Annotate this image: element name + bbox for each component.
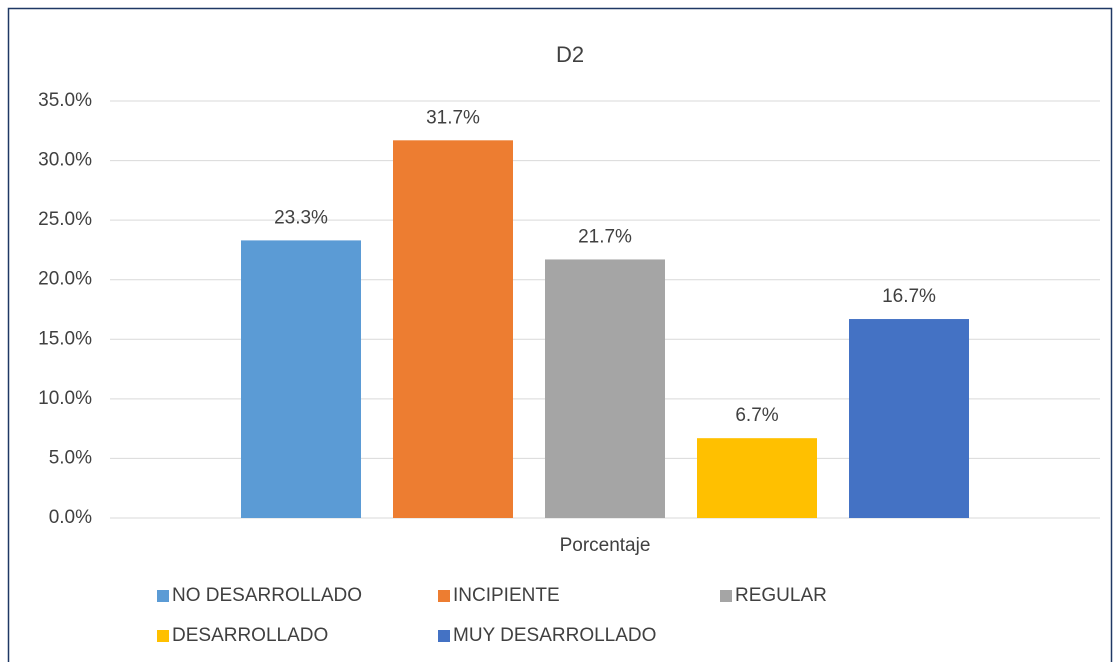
y-tick-label: 0.0%	[49, 507, 92, 528]
bar	[849, 319, 969, 518]
legend-swatch	[438, 590, 450, 602]
y-tick-label: 10.0%	[38, 388, 92, 409]
legend-label: DESARROLLADO	[172, 625, 328, 646]
y-tick-label: 20.0%	[38, 269, 92, 290]
y-tick-label: 30.0%	[38, 150, 92, 171]
x-tick-label: Porcentaje	[560, 535, 651, 556]
data-label: 23.3%	[274, 207, 328, 228]
data-label: 6.7%	[735, 405, 778, 426]
legend-label: NO DESARROLLADO	[172, 585, 362, 606]
data-label: 31.7%	[426, 107, 480, 128]
data-label: 16.7%	[882, 286, 936, 307]
y-tick-label: 5.0%	[49, 447, 92, 468]
y-tick-label: 25.0%	[38, 209, 92, 230]
data-label: 21.7%	[578, 226, 632, 247]
y-tick-label: 35.0%	[38, 90, 92, 111]
legend-swatch	[157, 590, 169, 602]
legend-label: MUY DESARROLLADO	[453, 625, 656, 646]
legend-label: INCIPIENTE	[453, 585, 560, 606]
chart-title: D2	[556, 42, 584, 67]
legend-swatch	[157, 630, 169, 642]
bar	[393, 140, 513, 518]
y-tick-label: 15.0%	[38, 328, 92, 349]
legend-swatch	[720, 590, 732, 602]
legend-swatch	[438, 630, 450, 642]
bar	[697, 438, 817, 518]
legend-label: REGULAR	[735, 585, 827, 606]
bar	[545, 259, 665, 518]
bar	[241, 240, 361, 518]
